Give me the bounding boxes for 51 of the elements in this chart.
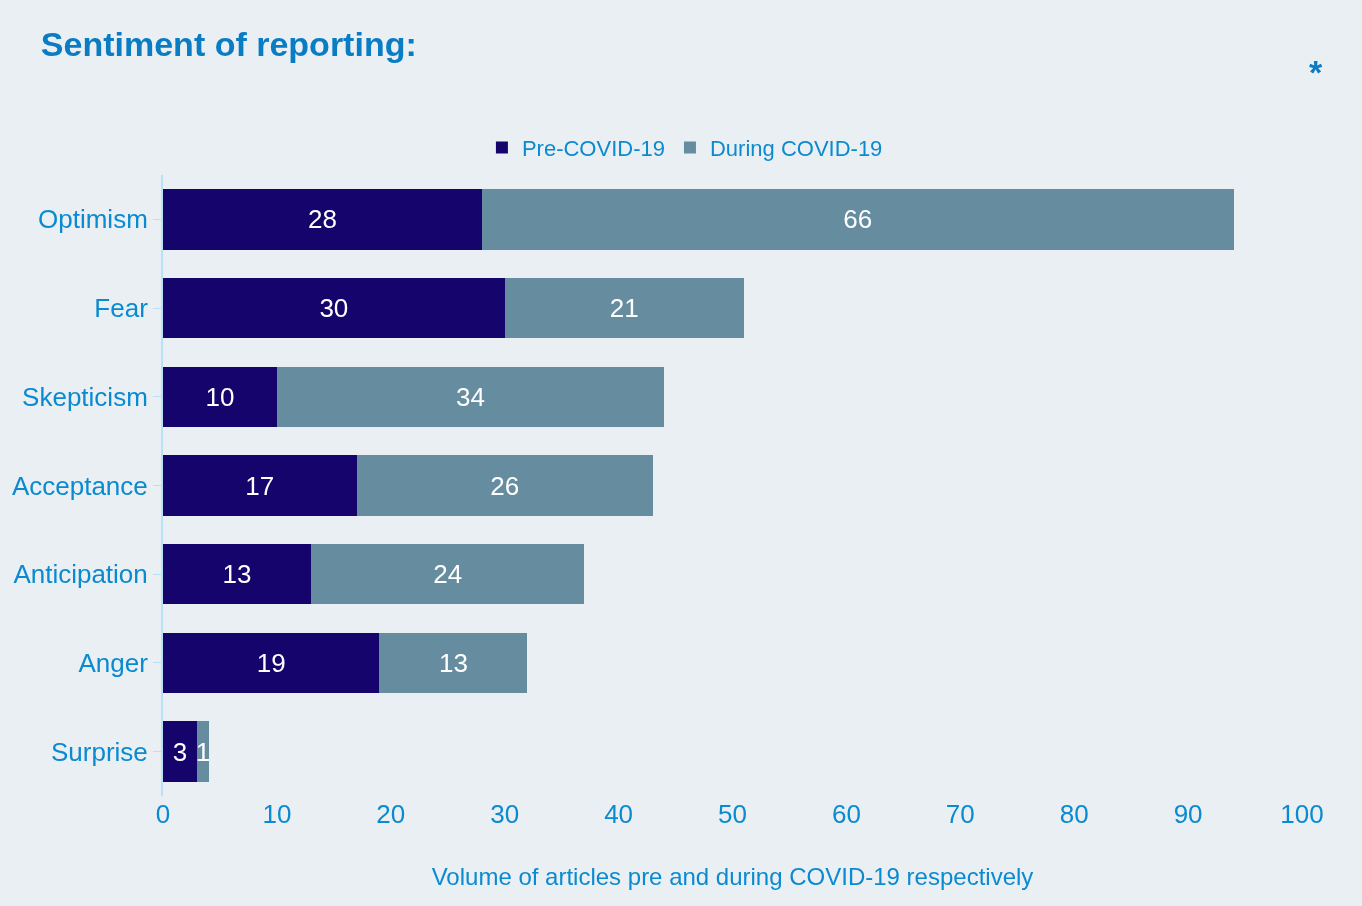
x-tick-label: 100 [1280, 799, 1324, 829]
data-label: 1 [195, 736, 211, 767]
bar [311, 544, 585, 605]
data-label: 30 [319, 293, 349, 324]
x-tick-label: 30 [490, 799, 520, 829]
bar [197, 721, 209, 782]
y-tick-label: Surprise [50, 736, 148, 767]
y-tick-label: Anticipation [13, 559, 148, 590]
bar [379, 632, 528, 694]
x-tick-label: 10 [262, 799, 292, 829]
y-tick-label: Fear [94, 293, 149, 324]
y-tick-label: Optimism [38, 204, 148, 235]
x-tick-label: 0 [155, 799, 171, 829]
data-label: 66 [843, 204, 873, 235]
x-tick-label: 20 [376, 799, 406, 829]
bar [163, 721, 198, 782]
data-label: 21 [609, 293, 639, 324]
data-label: 13 [222, 559, 252, 590]
x-tick-label: 90 [1173, 799, 1203, 829]
bar [163, 455, 357, 516]
bar [163, 632, 380, 694]
x-axis-title: Volume of articles pre and during COVID-19 respectively [431, 863, 1034, 891]
legend-label: Pre-COVID-19 [521, 136, 665, 162]
data-label: 34 [456, 381, 485, 412]
data-label: 17 [245, 470, 275, 501]
text: * [1309, 53, 1323, 91]
legend-label: During COVID-19 [709, 136, 883, 162]
bar [163, 544, 312, 605]
y-tick-label: Acceptance [11, 470, 148, 501]
data-label: 28 [308, 204, 337, 235]
data-label: 26 [490, 470, 520, 501]
bar [163, 189, 482, 250]
bar [504, 277, 744, 339]
bar [163, 366, 277, 427]
bar [276, 366, 665, 427]
x-tick-label: 80 [1059, 799, 1089, 829]
chart-title: Sentiment of reporting: [40, 24, 417, 63]
bar [481, 189, 1234, 250]
x-tick-label: 50 [718, 799, 747, 829]
data-label: 13 [438, 647, 468, 678]
data-label: 19 [256, 647, 286, 678]
data-label: 10 [205, 381, 235, 412]
data-label: 3 [172, 736, 188, 767]
x-tick-label: 60 [831, 799, 861, 829]
y-tick-label: Anger [78, 648, 149, 679]
bar [163, 277, 505, 339]
x-tick-label: 70 [945, 799, 975, 829]
y-tick-label: Skepticism [22, 381, 148, 412]
bar [356, 455, 653, 516]
data-label: 24 [433, 559, 463, 590]
x-tick-label: 40 [604, 799, 634, 829]
